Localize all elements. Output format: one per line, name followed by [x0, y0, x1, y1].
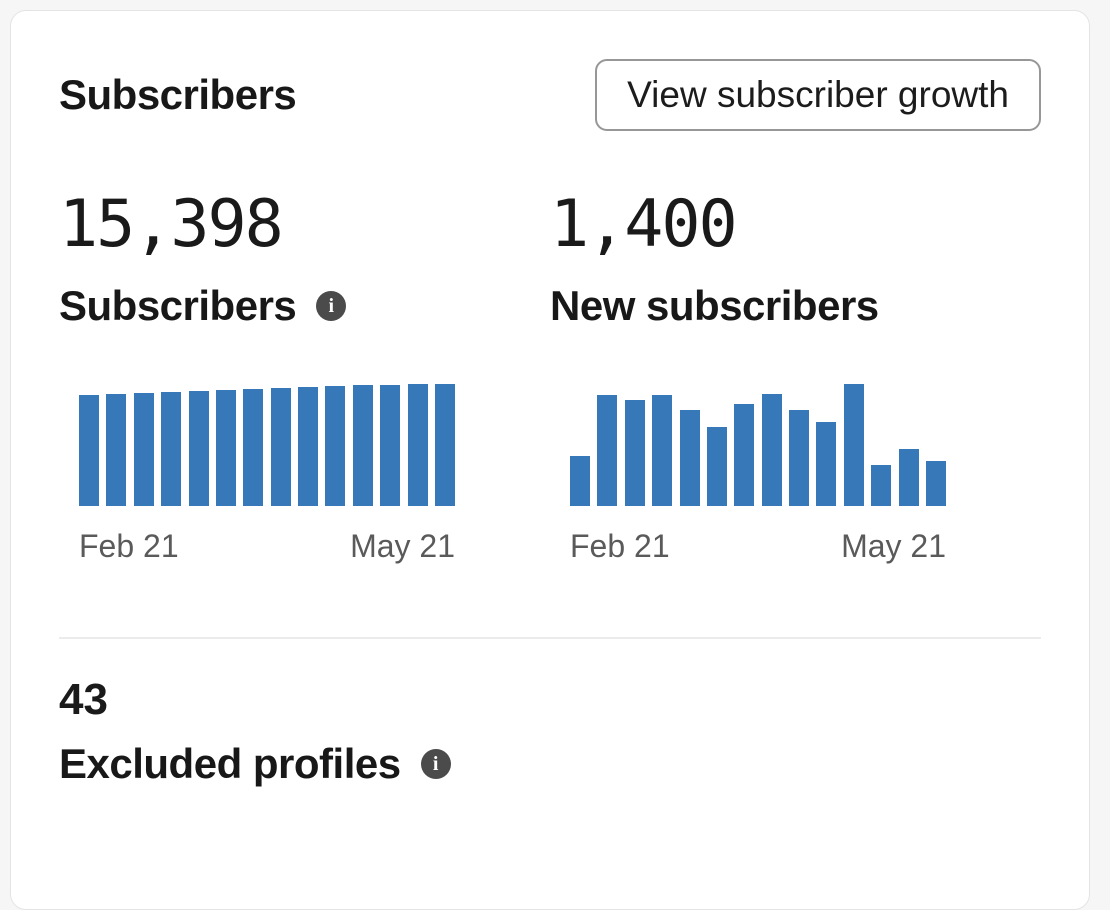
excluded-profiles-label: Excluded profiles: [59, 740, 401, 787]
chart-bar[interactable]: [298, 387, 318, 506]
card-header: Subscribers View subscriber growth: [59, 59, 1041, 131]
new-subscribers-label-row: New subscribers: [550, 281, 1041, 331]
chart-bar[interactable]: [652, 395, 673, 506]
chart-bar[interactable]: [106, 394, 127, 506]
chart-bar[interactable]: [843, 384, 864, 506]
new-subscribers-bars: [570, 384, 946, 506]
chart-bar[interactable]: [188, 391, 209, 506]
stats-row: 15,398 Subscribers i Feb 21 May 21 1,400…: [59, 191, 1041, 565]
total-subscribers-chart: Feb 21 May 21: [79, 384, 455, 565]
axis-tick-end: May 21: [841, 528, 946, 564]
chart-bar[interactable]: [570, 456, 590, 506]
card-title: Subscribers: [59, 71, 297, 118]
chart-bar[interactable]: [761, 394, 782, 506]
info-icon[interactable]: i: [420, 749, 451, 779]
chart-bar[interactable]: [325, 386, 346, 506]
chart-bar[interactable]: [789, 410, 809, 506]
chart-bar[interactable]: [434, 384, 455, 506]
excluded-profiles-value: 43: [59, 675, 108, 724]
chart-bar[interactable]: [597, 395, 618, 506]
chart-bar[interactable]: [734, 404, 755, 506]
section-divider: [59, 637, 1041, 639]
chart-bar[interactable]: [352, 385, 373, 506]
chart-bar[interactable]: [215, 390, 236, 506]
total-subscribers-label: Subscribers: [59, 282, 297, 329]
chart-bar[interactable]: [925, 461, 946, 506]
axis-tick-start: Feb 21: [79, 528, 179, 564]
stat-new-subscribers: 1,400 New subscribers Feb 21 May 21: [550, 191, 1041, 565]
chart-bar[interactable]: [871, 465, 892, 506]
excluded-profiles-section: 43 Excluded profiles i: [59, 675, 1041, 789]
new-subscribers-value: 1,400: [550, 187, 738, 262]
new-subscribers-label: New subscribers: [550, 282, 879, 329]
chart-bar[interactable]: [679, 410, 700, 506]
total-subscribers-bars: [79, 384, 455, 506]
chart-bar[interactable]: [898, 449, 919, 506]
total-subscribers-label-row: Subscribers i: [59, 281, 550, 331]
view-subscriber-growth-button[interactable]: View subscriber growth: [595, 59, 1041, 131]
chart-bar[interactable]: [79, 395, 99, 506]
chart-bar[interactable]: [243, 389, 264, 506]
new-subscribers-chart: Feb 21 May 21: [570, 384, 946, 565]
total-subscribers-value: 15,398: [59, 187, 284, 262]
axis-tick-end: May 21: [350, 528, 455, 564]
info-icon[interactable]: i: [316, 291, 347, 321]
new-subscribers-axis: Feb 21 May 21: [570, 528, 946, 565]
chart-bar[interactable]: [624, 400, 645, 506]
chart-bar[interactable]: [380, 385, 401, 506]
chart-bar[interactable]: [816, 422, 837, 506]
total-subscribers-axis: Feb 21 May 21: [79, 528, 455, 565]
chart-bar[interactable]: [161, 392, 182, 506]
chart-bar[interactable]: [706, 427, 727, 506]
stat-total-subscribers: 15,398 Subscribers i Feb 21 May 21: [59, 191, 550, 565]
chart-bar[interactable]: [133, 393, 154, 506]
axis-tick-start: Feb 21: [570, 528, 670, 564]
subscribers-card: Subscribers View subscriber growth 15,39…: [10, 10, 1090, 910]
chart-bar[interactable]: [407, 384, 428, 506]
excluded-profiles-label-row: Excluded profiles i: [59, 739, 1041, 789]
chart-bar[interactable]: [270, 388, 291, 506]
